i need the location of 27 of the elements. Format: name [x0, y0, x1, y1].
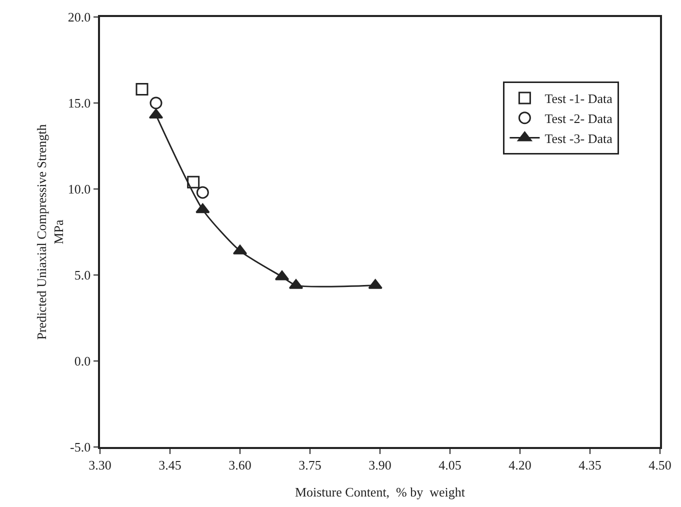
legend-label: Test -3- Data: [544, 130, 613, 146]
x-tick-label: 3.30: [88, 457, 112, 472]
y-tick-label: 20.0: [68, 10, 91, 25]
point: [150, 96, 162, 110]
x-tick-label: 4.50: [648, 457, 672, 472]
x-axis-title: Moisture Content, % by weight: [294, 484, 466, 500]
point: [136, 82, 148, 96]
x-tick-label: 3.60: [228, 457, 252, 472]
point: [274, 270, 290, 280]
point: [148, 108, 164, 119]
y-tick-label: 0.0: [74, 354, 91, 369]
y-tick-label: 15.0: [68, 96, 91, 111]
legend-label: Test -2- Data: [544, 110, 613, 126]
x-tick-label: 3.90: [368, 457, 392, 472]
point: [187, 176, 200, 188]
y-tick-label: 10.0: [68, 182, 91, 197]
x-tick-label: 3.75: [298, 457, 322, 472]
x-tick-label: 4.05: [438, 457, 462, 472]
x-tick-label: 4.35: [578, 457, 602, 472]
y-tick-label: 5.0: [74, 268, 91, 283]
x-tick-label: 4.20: [508, 457, 532, 472]
x-tick-label: 3.45: [158, 457, 182, 472]
point: [196, 186, 209, 199]
point: [196, 203, 210, 214]
y-tick-label: -5.0: [70, 440, 91, 455]
legend-label: Test -1- Data: [544, 91, 613, 106]
y-axis-title: Predicted Uniaxial Compressive Strength MPa: [34, 124, 66, 340]
